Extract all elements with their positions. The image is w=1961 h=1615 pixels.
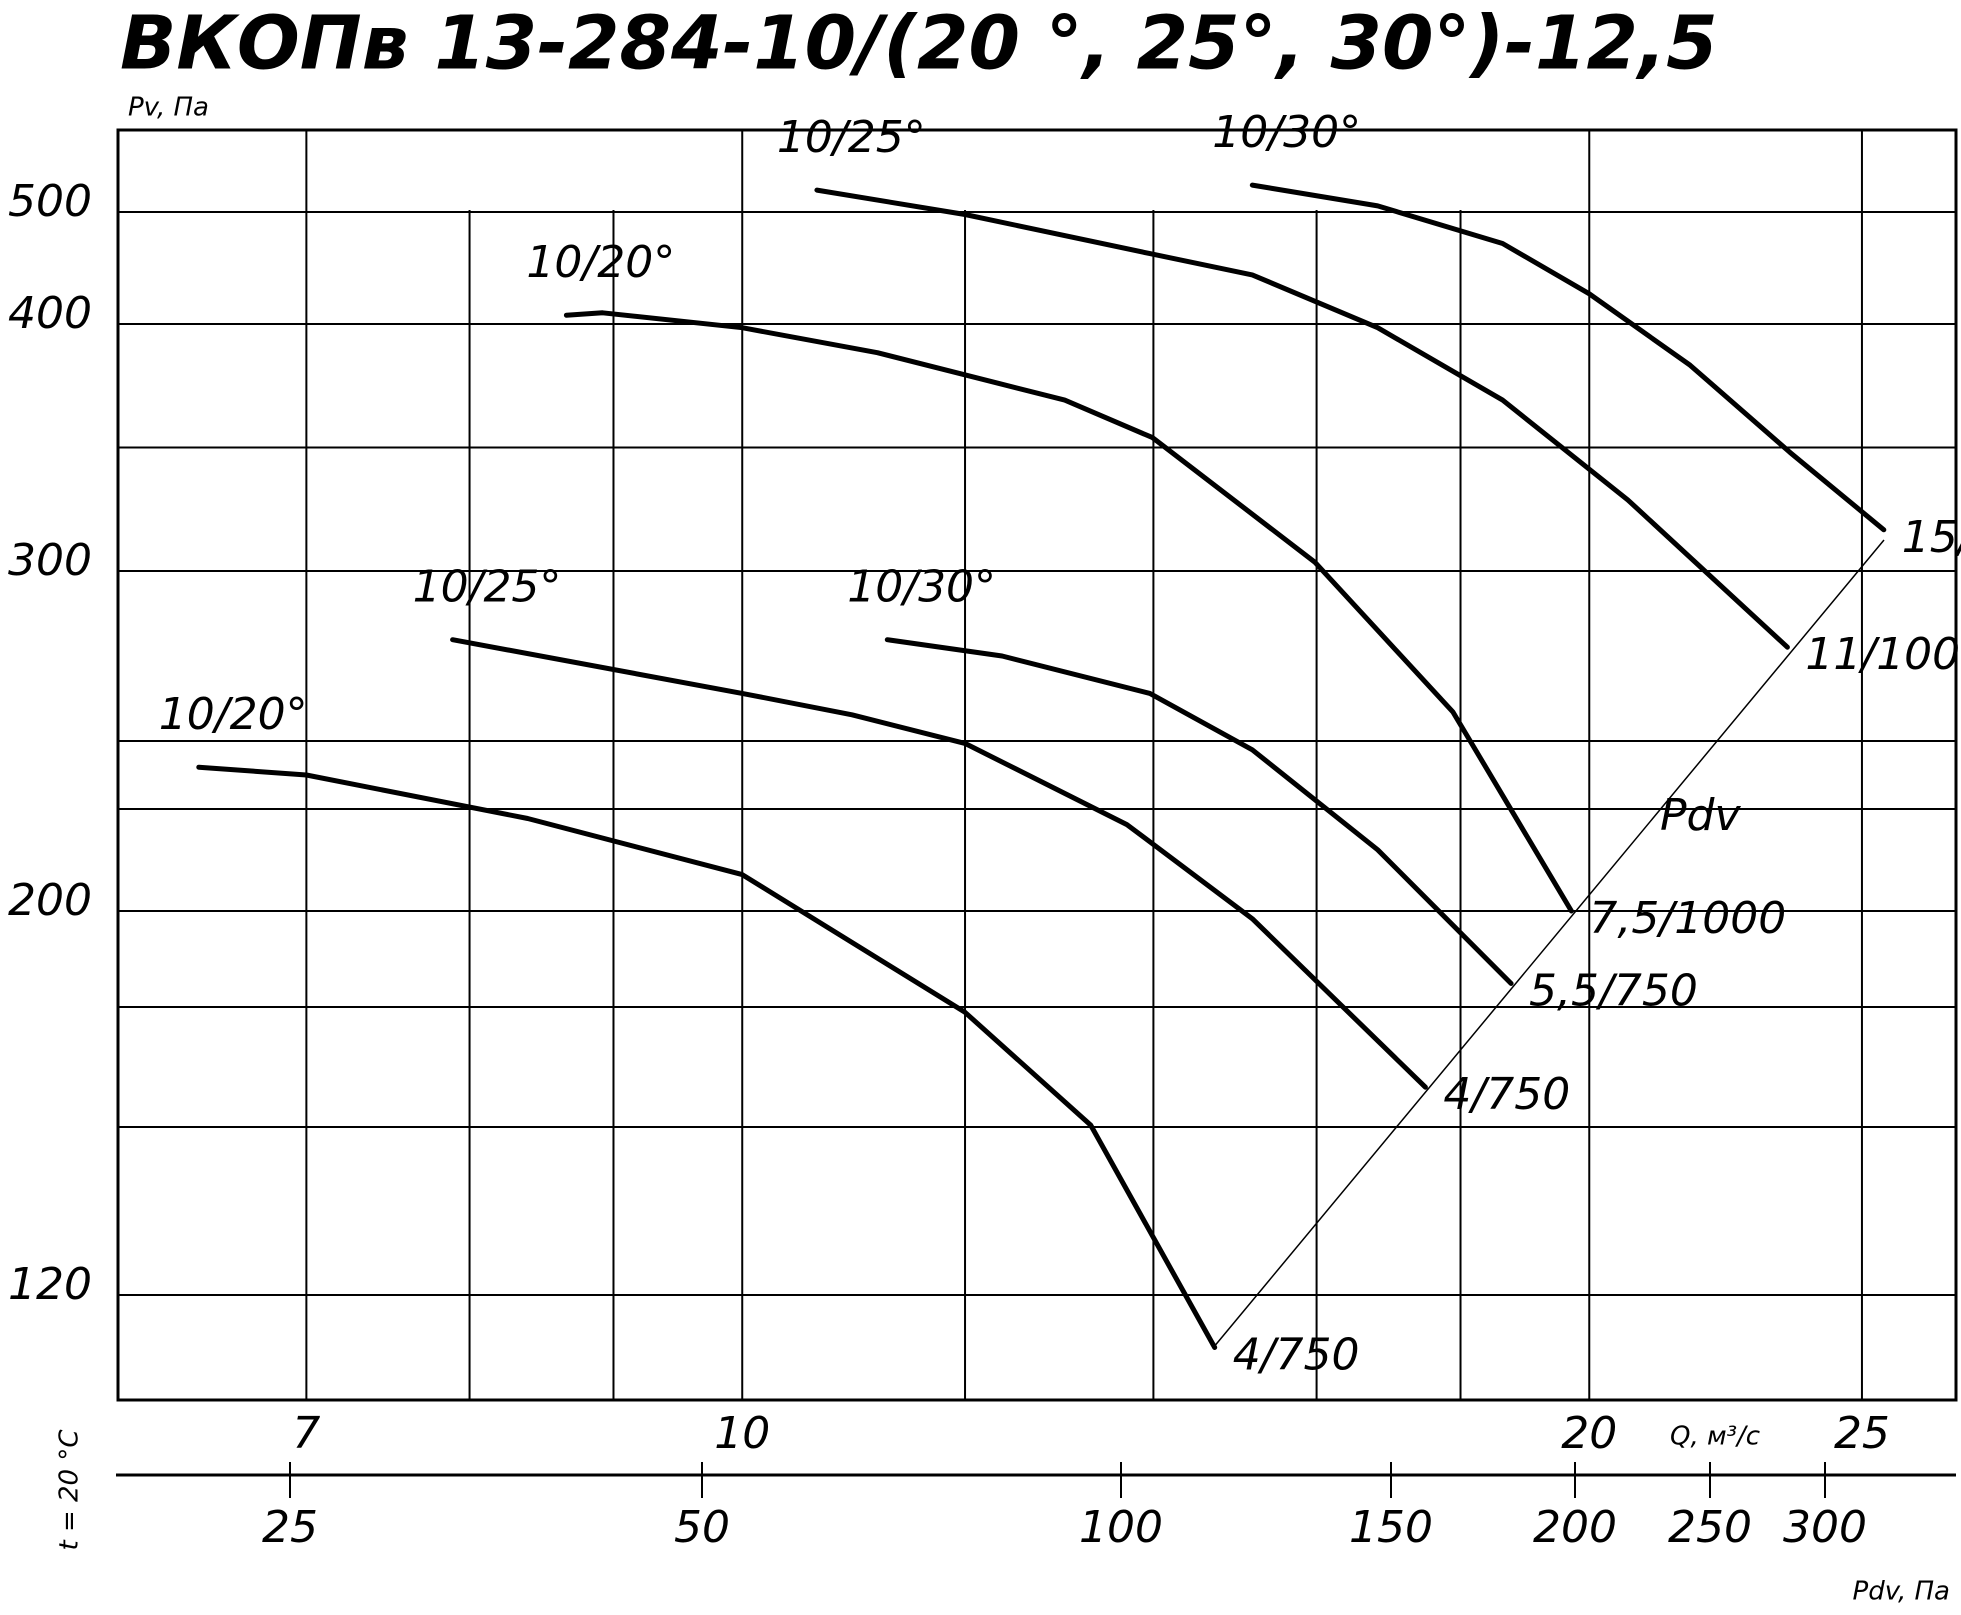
curve xyxy=(563,310,1574,914)
curve-end-label: 5,5/750 xyxy=(1529,965,1698,1016)
x2-tick-label: 200 xyxy=(1533,1502,1617,1553)
y-axis-label: Pv, Па xyxy=(128,93,209,123)
curve-label: 10/25° xyxy=(777,112,926,163)
curve-label: 10/30° xyxy=(1212,107,1361,158)
x-tick-label: 25 xyxy=(1834,1408,1890,1459)
curve-label: 10/30° xyxy=(847,562,996,613)
x2-tick-label: 50 xyxy=(674,1502,730,1553)
y-tick-label: 300 xyxy=(8,535,92,586)
y-tick-label: 500 xyxy=(8,176,92,227)
curve-end-label: 11/1000 xyxy=(1805,629,1961,680)
x2-axis-label: Pdv, Па xyxy=(1853,1577,1950,1607)
x-tick-label: 7 xyxy=(292,1408,320,1459)
x2-tick-label: 250 xyxy=(1668,1502,1752,1553)
curve-end-label: 7,5/1000 xyxy=(1589,893,1786,944)
curve xyxy=(196,764,1218,1350)
pdv-line xyxy=(1212,539,1885,1349)
x-tick-label: 20 xyxy=(1561,1408,1617,1459)
curve-end-label: 4/750 xyxy=(1443,1069,1570,1120)
curve xyxy=(884,637,1514,986)
x2-tick-label: 25 xyxy=(262,1502,318,1553)
curve xyxy=(1249,182,1887,533)
x2-tick-label: 150 xyxy=(1349,1502,1433,1553)
x-axis-label: Q, м³/с xyxy=(1670,1422,1760,1452)
plot-frame xyxy=(116,128,1958,1402)
curve xyxy=(814,187,1790,650)
curve-end-label: 15/1000 xyxy=(1902,512,1961,563)
x-tick-label: 10 xyxy=(714,1408,770,1459)
pdv-label: Pdv xyxy=(1660,790,1741,841)
y-tick-label: 200 xyxy=(8,875,92,926)
curve xyxy=(450,637,1428,1090)
curve-end-label: 4/750 xyxy=(1233,1330,1360,1381)
y-tick-label: 400 xyxy=(8,288,92,339)
curve-label: 10/20° xyxy=(159,689,308,740)
y-tick-label: 120 xyxy=(8,1259,92,1310)
x2-tick-label: 100 xyxy=(1079,1502,1163,1553)
x2-tick-label: 300 xyxy=(1783,1502,1867,1553)
curve-label: 10/20° xyxy=(526,237,675,288)
chart-title: ВКОПв 13-284-10/(20 °, 25°, 30°)-12,5 xyxy=(120,1,1718,87)
temperature-label: t = 20 °C xyxy=(55,1429,85,1551)
curve-label: 10/25° xyxy=(413,562,562,613)
